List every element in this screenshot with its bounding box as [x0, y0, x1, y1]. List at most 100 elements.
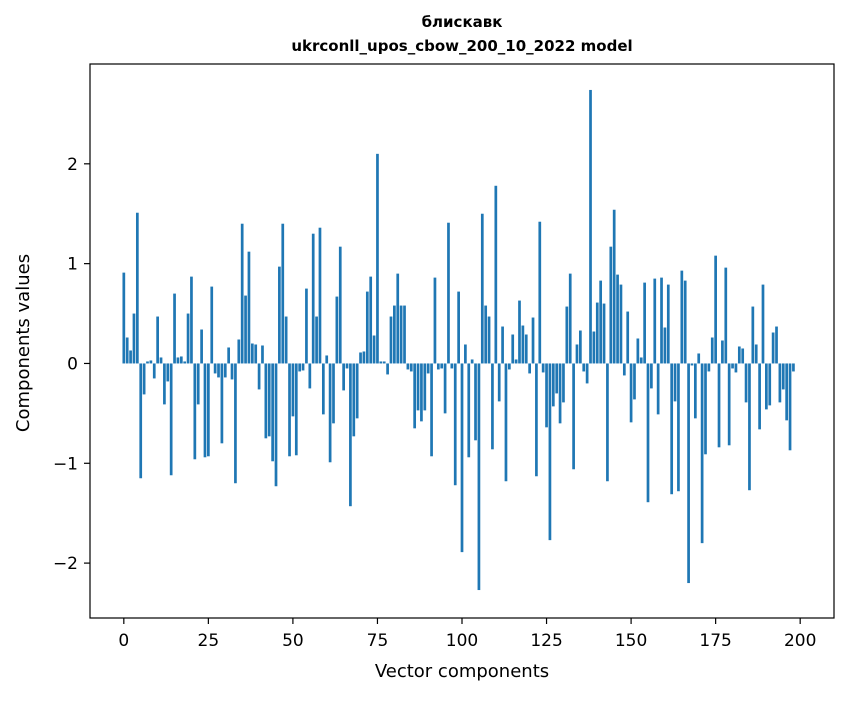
- bar-89: [423, 363, 427, 411]
- bar-153: [639, 357, 643, 364]
- bar-132: [568, 273, 572, 364]
- bar-62: [332, 363, 335, 424]
- bar-68: [352, 363, 356, 437]
- bar-5: [139, 363, 143, 479]
- bar-71: [362, 351, 366, 364]
- bar-50: [291, 363, 295, 417]
- bar-46: [278, 266, 281, 364]
- bar-158: [656, 363, 660, 415]
- bar-48: [284, 316, 288, 364]
- bar-116: [514, 359, 518, 364]
- bar-177: [721, 340, 724, 364]
- bar-37: [247, 251, 251, 364]
- bar-42: [264, 363, 268, 439]
- bar-100: [460, 363, 464, 553]
- bar-12: [163, 363, 166, 405]
- bar-54: [305, 288, 308, 364]
- bar-173: [707, 363, 711, 372]
- bar-13: [166, 363, 170, 382]
- bar-198: [792, 363, 795, 372]
- bar-136: [582, 363, 586, 372]
- bar-102: [467, 363, 471, 458]
- bar-134: [575, 344, 579, 364]
- bar-39: [254, 344, 258, 364]
- bar-76: [379, 361, 383, 364]
- bar-114: [507, 363, 511, 370]
- bar-4: [135, 212, 139, 364]
- bar-98: [453, 363, 457, 486]
- bar-170: [697, 353, 701, 364]
- bar-103: [470, 359, 474, 364]
- bar-127: [551, 363, 555, 407]
- bar-65: [342, 363, 345, 391]
- bar-197: [788, 363, 792, 451]
- bar-20: [190, 276, 193, 364]
- bar-113: [504, 363, 508, 482]
- bar-40: [257, 363, 261, 390]
- bar-175: [714, 255, 717, 364]
- bar-129: [558, 363, 562, 424]
- bar-194: [778, 363, 782, 403]
- bar-171: [700, 363, 704, 544]
- bar-137: [585, 363, 589, 384]
- bar-56: [311, 233, 315, 364]
- x-axis-label: Vector components: [375, 661, 549, 682]
- bar-168: [690, 363, 694, 366]
- bar-108: [487, 316, 491, 364]
- bar-85: [409, 363, 413, 372]
- y-tick-label: 0: [67, 354, 78, 374]
- bar-9: [152, 363, 156, 379]
- bar-17: [179, 356, 183, 364]
- bar-180: [731, 363, 734, 369]
- bar-154: [643, 282, 646, 364]
- bar-195: [781, 363, 785, 390]
- bar-128: [555, 363, 559, 394]
- bar-14: [169, 363, 173, 476]
- bar-41: [261, 345, 264, 364]
- bar-72: [365, 291, 369, 364]
- bar-178: [724, 267, 728, 364]
- bar-184: [744, 363, 748, 403]
- bar-21: [193, 363, 197, 460]
- bar-121: [531, 317, 535, 364]
- bar-10: [156, 316, 159, 364]
- bar-53: [301, 363, 305, 371]
- y-tick-label: −1: [53, 454, 78, 474]
- bar-83: [403, 305, 406, 364]
- bar-189: [761, 284, 765, 364]
- bar-78: [386, 363, 389, 375]
- bar-187: [754, 344, 758, 364]
- bar-34: [237, 339, 241, 364]
- bar-52: [298, 363, 302, 372]
- bar-86: [413, 363, 417, 429]
- bar-47: [281, 223, 285, 364]
- bar-182: [737, 346, 741, 364]
- bar-166: [683, 280, 687, 364]
- bar-149: [626, 311, 630, 364]
- bar-139: [592, 331, 596, 364]
- bar-165: [680, 270, 684, 364]
- bar-185: [748, 363, 751, 491]
- bar-7: [146, 361, 149, 364]
- bars-group: [122, 89, 795, 591]
- bar-93: [436, 363, 440, 370]
- bar-138: [589, 89, 592, 364]
- bar-35: [240, 223, 244, 364]
- bar-75: [376, 153, 379, 364]
- bar-119: [524, 334, 528, 364]
- bar-181: [734, 363, 738, 373]
- bar-18: [183, 361, 187, 364]
- bar-60: [325, 355, 329, 364]
- x-tick-label: 25: [198, 631, 220, 651]
- bar-151: [633, 363, 636, 400]
- bar-95: [443, 363, 447, 414]
- bar-146: [616, 274, 619, 364]
- bar-126: [548, 363, 552, 541]
- bar-15: [173, 293, 176, 364]
- bar-29: [220, 363, 224, 444]
- bar-81: [396, 273, 400, 364]
- bar-0: [122, 272, 126, 364]
- bar-125: [545, 363, 548, 428]
- x-tick-label: 150: [615, 631, 647, 651]
